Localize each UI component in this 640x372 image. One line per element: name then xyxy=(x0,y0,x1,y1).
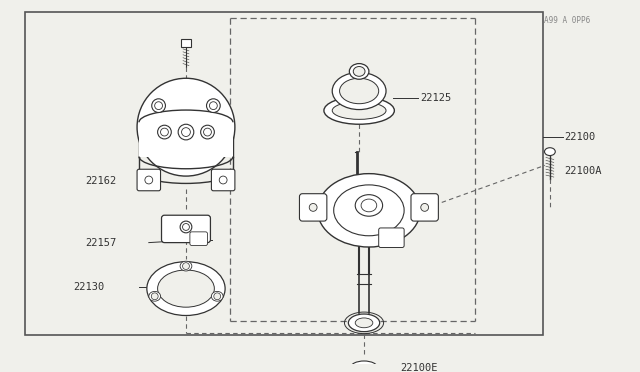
Ellipse shape xyxy=(147,262,225,315)
Ellipse shape xyxy=(350,361,378,372)
Ellipse shape xyxy=(152,99,165,112)
Ellipse shape xyxy=(180,261,192,271)
Ellipse shape xyxy=(211,291,223,301)
Ellipse shape xyxy=(157,270,214,307)
FancyBboxPatch shape xyxy=(211,169,235,191)
Text: 22162: 22162 xyxy=(85,176,116,186)
Ellipse shape xyxy=(180,221,192,233)
Ellipse shape xyxy=(332,73,386,110)
Ellipse shape xyxy=(332,102,386,119)
Text: 22100: 22100 xyxy=(564,132,596,142)
Ellipse shape xyxy=(357,365,371,371)
Circle shape xyxy=(182,263,189,270)
FancyBboxPatch shape xyxy=(411,194,438,221)
Ellipse shape xyxy=(157,125,172,139)
Ellipse shape xyxy=(420,203,429,211)
Text: 22125: 22125 xyxy=(420,93,451,103)
Text: A99 A 0PP6: A99 A 0PP6 xyxy=(544,16,591,25)
Text: 22130: 22130 xyxy=(74,282,105,292)
Text: 22157: 22157 xyxy=(85,238,116,248)
Bar xyxy=(24,12,543,334)
Ellipse shape xyxy=(340,78,379,104)
Ellipse shape xyxy=(355,195,383,216)
Bar xyxy=(139,122,233,157)
FancyBboxPatch shape xyxy=(379,228,404,247)
Ellipse shape xyxy=(309,203,317,211)
Ellipse shape xyxy=(348,314,380,331)
Circle shape xyxy=(214,293,221,300)
Ellipse shape xyxy=(178,124,194,140)
Text: 22100A: 22100A xyxy=(564,166,602,176)
Ellipse shape xyxy=(137,78,235,176)
FancyBboxPatch shape xyxy=(300,194,327,221)
Ellipse shape xyxy=(149,291,161,301)
Ellipse shape xyxy=(207,99,220,112)
Ellipse shape xyxy=(545,148,556,155)
Ellipse shape xyxy=(201,125,214,139)
Bar xyxy=(181,39,191,47)
Ellipse shape xyxy=(317,174,420,247)
FancyBboxPatch shape xyxy=(190,232,207,246)
Text: 22100E: 22100E xyxy=(400,363,438,372)
Ellipse shape xyxy=(324,97,394,124)
Ellipse shape xyxy=(355,318,373,328)
Circle shape xyxy=(151,293,158,300)
FancyBboxPatch shape xyxy=(161,215,211,243)
Ellipse shape xyxy=(349,64,369,79)
FancyBboxPatch shape xyxy=(137,169,161,191)
Ellipse shape xyxy=(353,67,365,76)
